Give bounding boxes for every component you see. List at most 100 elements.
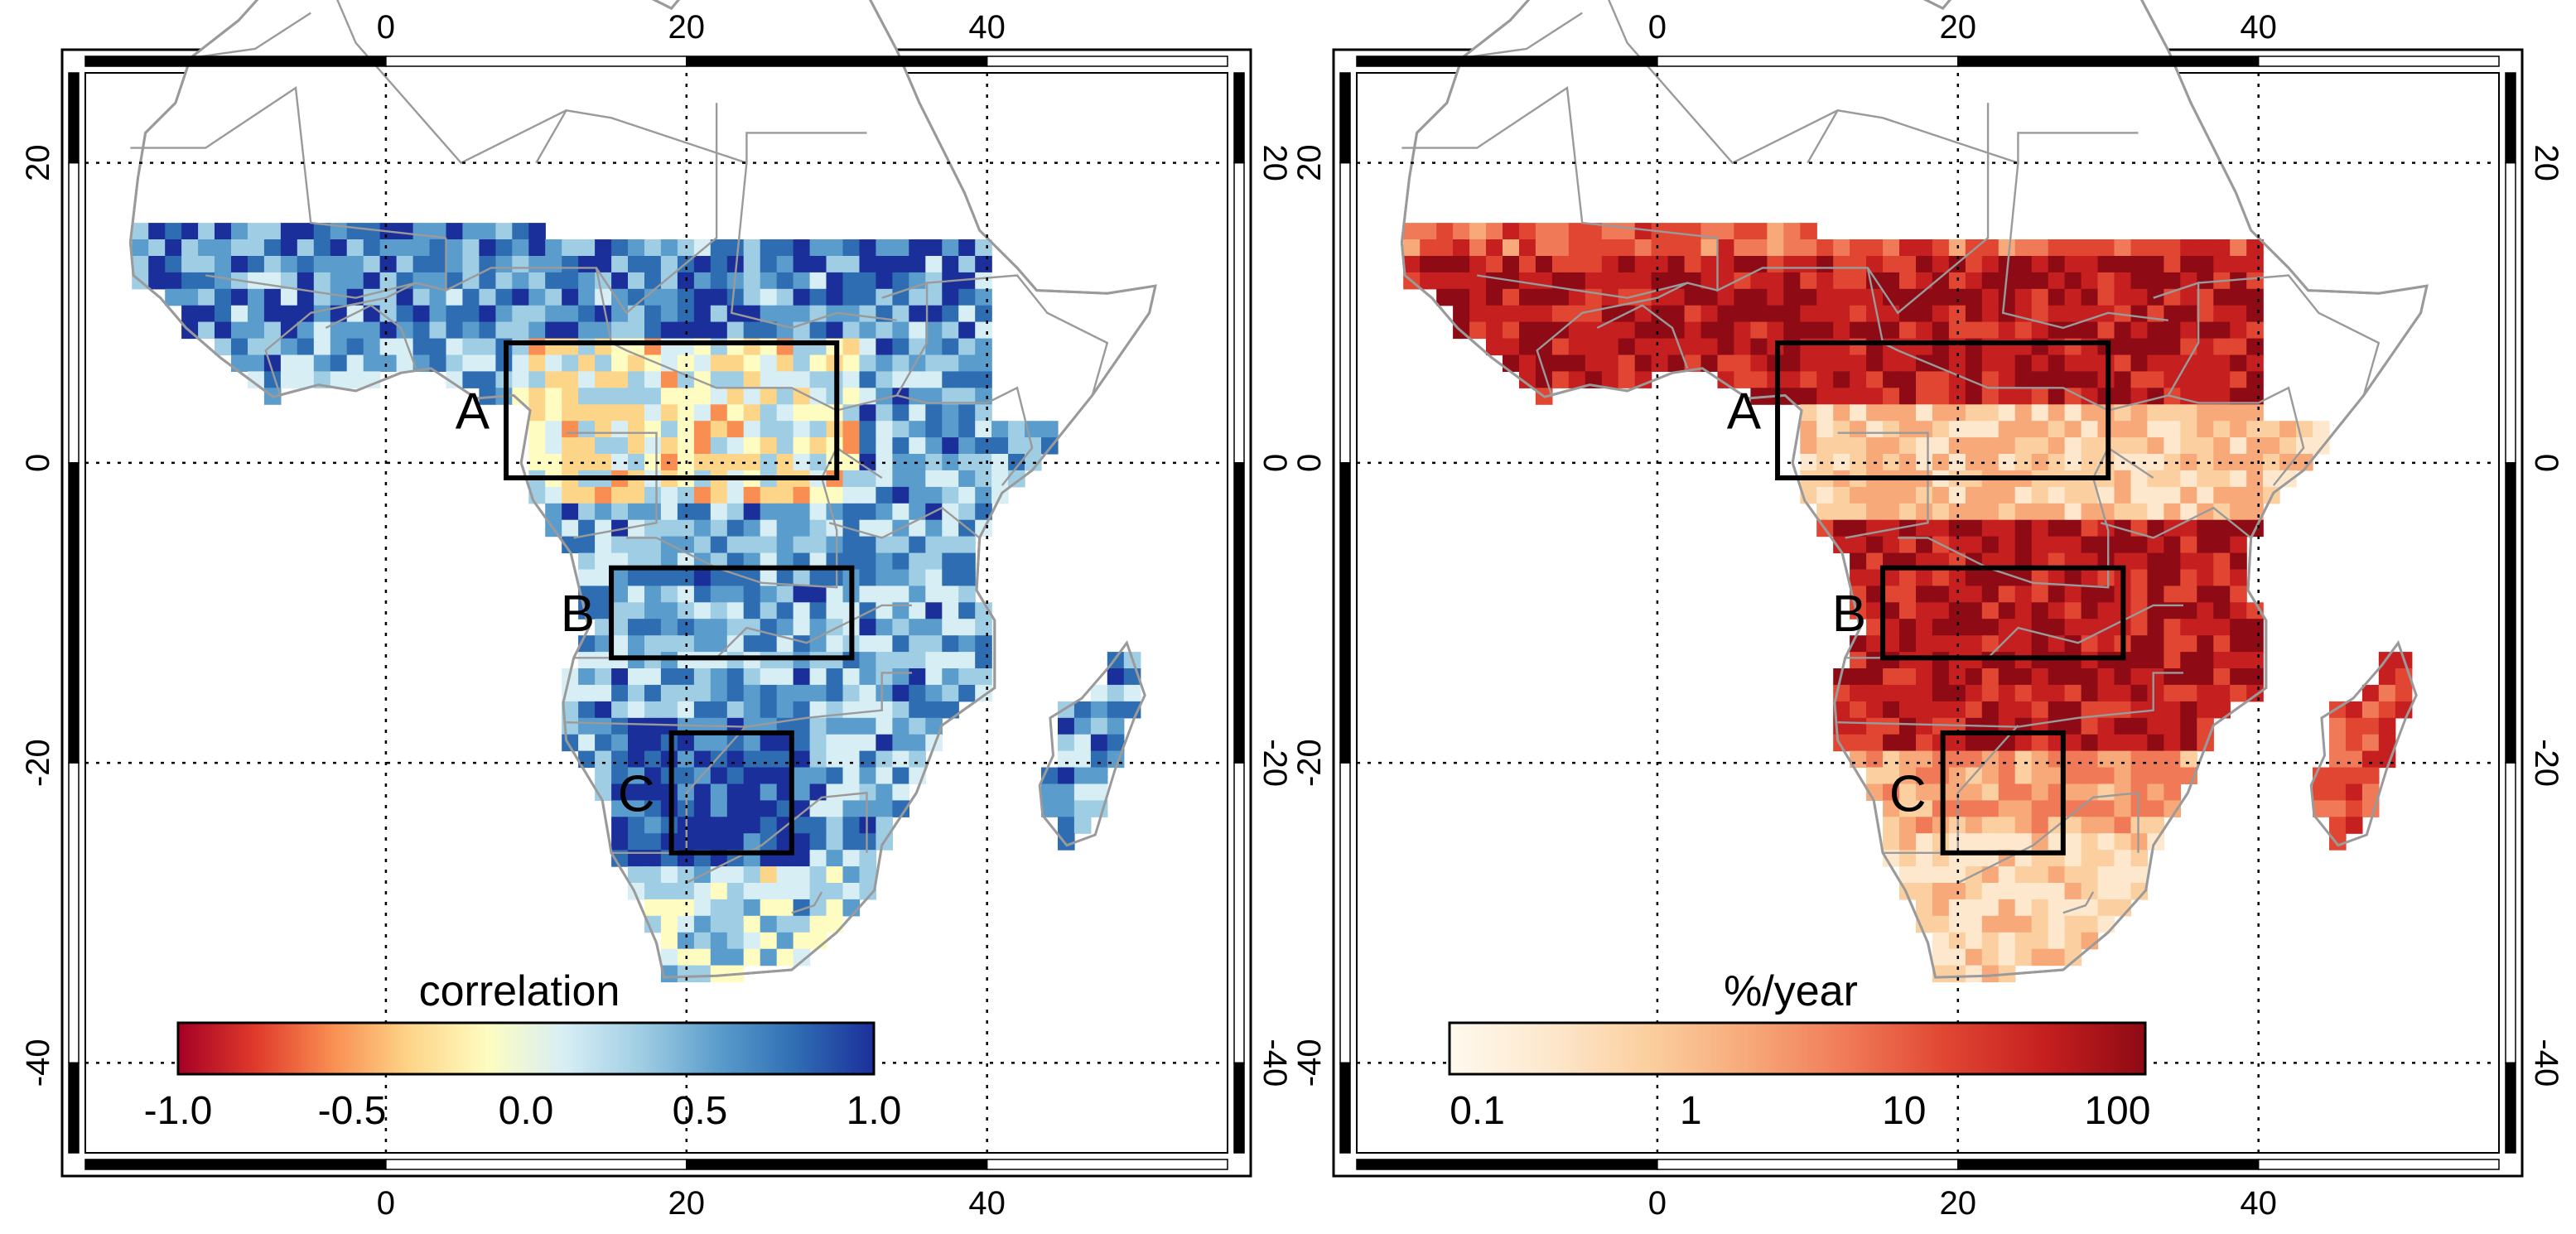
data-cell xyxy=(809,750,827,769)
data-cell xyxy=(2197,586,2214,603)
data-cell xyxy=(958,470,976,488)
data-cell xyxy=(2180,750,2197,769)
data-cell xyxy=(925,338,943,356)
data-cell xyxy=(396,288,414,306)
data-cell xyxy=(628,783,645,801)
lat-tick-label-left: 20 xyxy=(1291,144,1328,181)
data-cell xyxy=(644,783,662,801)
data-cell xyxy=(1073,750,1092,769)
data-cell xyxy=(1850,684,1867,702)
data-cell xyxy=(958,652,976,669)
data-cell xyxy=(2081,850,2099,867)
data-cell xyxy=(710,767,728,784)
data-cell xyxy=(1916,899,1933,917)
data-cell xyxy=(958,486,976,504)
data-cell xyxy=(1948,932,1966,950)
data-cell xyxy=(958,239,976,257)
data-cell xyxy=(1816,239,1834,257)
data-cell xyxy=(595,354,612,372)
data-cell xyxy=(743,866,761,884)
region-box-c xyxy=(668,730,794,856)
data-cell xyxy=(2180,619,2197,636)
data-cell xyxy=(644,404,662,422)
data-cell xyxy=(1981,569,2000,586)
data-cell xyxy=(1850,454,1867,471)
data-cell xyxy=(1998,883,2016,900)
data-cell xyxy=(925,239,943,257)
data-cell xyxy=(942,652,959,669)
data-cell xyxy=(776,635,794,653)
data-cell xyxy=(809,404,827,422)
data-cell xyxy=(2048,421,2066,438)
data-cell xyxy=(909,421,926,438)
data-cell xyxy=(1899,437,1917,455)
data-cell xyxy=(2064,668,2082,686)
data-cell xyxy=(578,288,596,306)
data-cell xyxy=(1883,354,1900,372)
data-cell xyxy=(2014,404,2033,422)
data-cell xyxy=(248,321,265,340)
data-cell xyxy=(958,503,976,521)
data-cell xyxy=(412,321,431,340)
data-cell xyxy=(595,701,612,719)
data-cell xyxy=(1486,288,1503,306)
data-cell xyxy=(545,437,562,455)
data-cell xyxy=(909,668,926,686)
data-cell xyxy=(826,652,844,669)
data-cell xyxy=(809,817,827,834)
data-cell xyxy=(1948,866,1966,884)
data-cell xyxy=(1883,569,1900,586)
data-cell xyxy=(1816,288,1834,306)
data-cell xyxy=(710,239,728,257)
data-cell xyxy=(842,817,861,834)
data-cell xyxy=(198,223,215,240)
data-cell xyxy=(1899,388,1917,405)
data-cell xyxy=(2213,503,2231,521)
data-cell xyxy=(859,421,877,438)
data-cell xyxy=(1932,701,1950,719)
data-cell xyxy=(2361,750,2380,769)
data-cell xyxy=(793,486,811,504)
region-label-b: B xyxy=(561,586,595,643)
data-cell xyxy=(793,932,811,950)
data-cell xyxy=(2097,915,2115,933)
data-cell xyxy=(1436,256,1454,273)
data-cell xyxy=(776,354,794,372)
data-cell xyxy=(925,668,943,686)
data-cell xyxy=(2345,800,2363,817)
data-cell xyxy=(693,437,712,455)
data-cell xyxy=(628,503,645,521)
data-cell xyxy=(677,288,695,306)
data-cell xyxy=(462,305,480,323)
data-cell xyxy=(1651,321,1669,340)
data-cell xyxy=(1816,486,1834,504)
data-cell xyxy=(512,223,529,240)
data-cell xyxy=(2395,684,2413,702)
data-cell xyxy=(1734,354,1751,372)
data-cell xyxy=(2014,915,2033,933)
data-cell xyxy=(248,338,265,356)
data-cell xyxy=(2048,899,2066,917)
data-cell xyxy=(842,536,861,554)
data-cell xyxy=(2081,783,2099,801)
data-cell xyxy=(1833,272,1850,290)
data-cell xyxy=(2114,684,2132,702)
data-cell xyxy=(760,817,778,834)
data-cell xyxy=(776,305,794,323)
data-cell xyxy=(2130,503,2149,521)
lon-tick-label-top: 0 xyxy=(377,9,395,46)
data-cell xyxy=(909,652,926,669)
data-cell xyxy=(1090,701,1108,719)
data-cell xyxy=(1800,388,1817,405)
data-cell xyxy=(611,684,629,702)
data-cell xyxy=(892,734,909,752)
data-cell xyxy=(1932,437,1950,455)
data-cell xyxy=(1503,288,1520,306)
frame-tick-segment xyxy=(2505,1062,2516,1154)
data-cell xyxy=(2246,305,2264,323)
data-cell xyxy=(842,850,861,867)
data-cell xyxy=(892,305,909,323)
data-cell xyxy=(1453,272,1470,290)
